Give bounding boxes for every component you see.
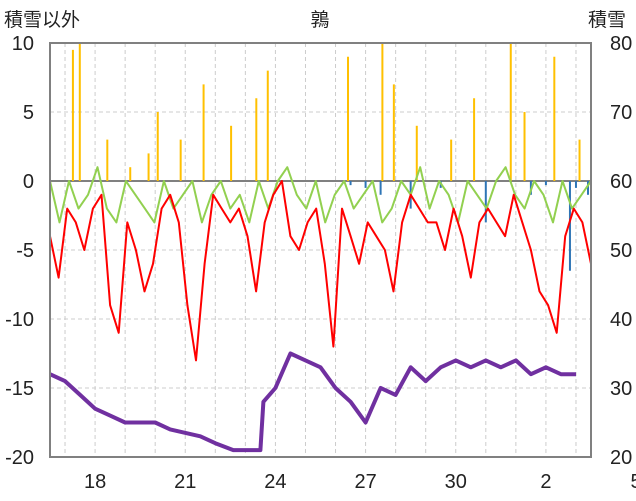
right-tick-label: 30 (610, 378, 632, 400)
right-tick-label: 20 (610, 447, 632, 469)
left-axis: 10 5 0 -5 -10 -15 -20 (5, 33, 34, 469)
temperature-line (49, 180, 592, 362)
left-axis-label: 積雪以外 (4, 9, 80, 31)
plot-frame (49, 42, 592, 458)
left-tick-label: 10 (12, 33, 34, 55)
x-tick-label: 5 (631, 471, 636, 493)
left-tick-label: -15 (5, 378, 34, 400)
right-tick-label: 40 (610, 309, 632, 331)
right-tick-label: 50 (610, 240, 632, 262)
right-axis: 80 70 60 50 40 30 20 (610, 33, 632, 469)
chart-title: 鶉 (310, 9, 329, 31)
right-tick-label: 60 (610, 171, 632, 193)
x-axis: 18212427302581114 (84, 471, 636, 493)
left-tick-label: -10 (5, 309, 34, 331)
right-tick-label: 80 (610, 33, 632, 55)
x-tick-label: 21 (174, 471, 196, 493)
snow-depth-line (49, 351, 576, 453)
left-tick-label: 0 (23, 171, 34, 193)
left-tick-label: -5 (16, 240, 34, 262)
right-tick-label: 70 (610, 102, 632, 124)
left-tick-label: -20 (5, 447, 34, 469)
left-tick-label: 5 (23, 102, 34, 124)
right-axis-label: 積雪 (588, 9, 626, 31)
x-tick-label: 24 (264, 471, 286, 493)
x-tick-label: 18 (84, 471, 106, 493)
x-tick-label: 27 (354, 471, 376, 493)
x-tick-label: 2 (540, 471, 551, 493)
wind-line (49, 166, 592, 224)
series-layer (49, 43, 592, 453)
x-tick-label: 30 (445, 471, 467, 493)
grid (50, 42, 591, 458)
